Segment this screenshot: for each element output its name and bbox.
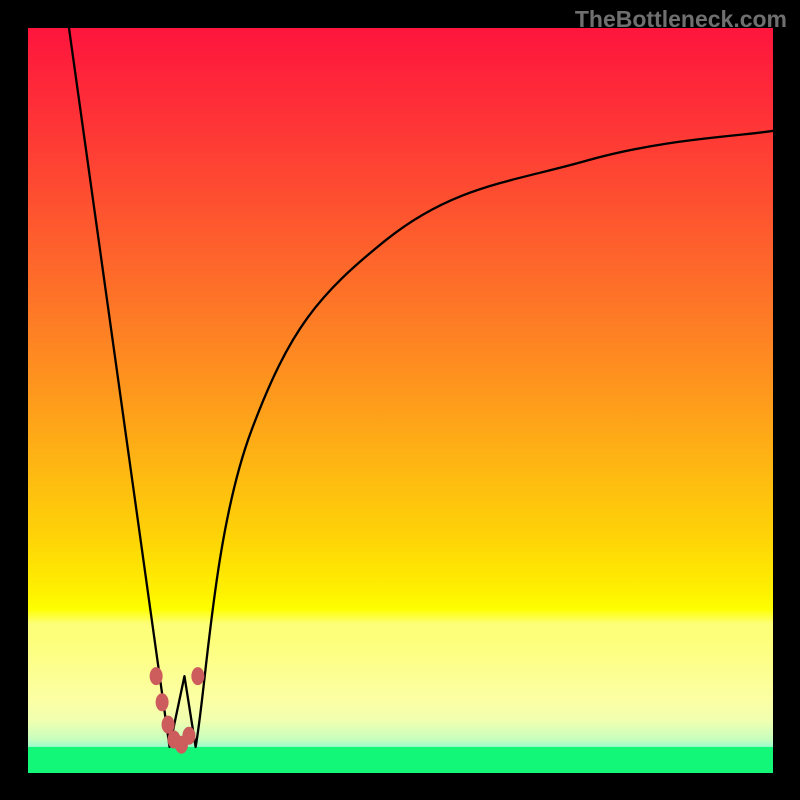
chart-canvas: TheBottleneck.com bbox=[0, 0, 800, 800]
data-marker bbox=[150, 667, 163, 685]
plot-svg bbox=[28, 28, 773, 773]
data-marker bbox=[182, 727, 195, 745]
data-marker bbox=[156, 693, 169, 711]
plot-area bbox=[28, 28, 773, 773]
data-marker bbox=[191, 667, 204, 685]
